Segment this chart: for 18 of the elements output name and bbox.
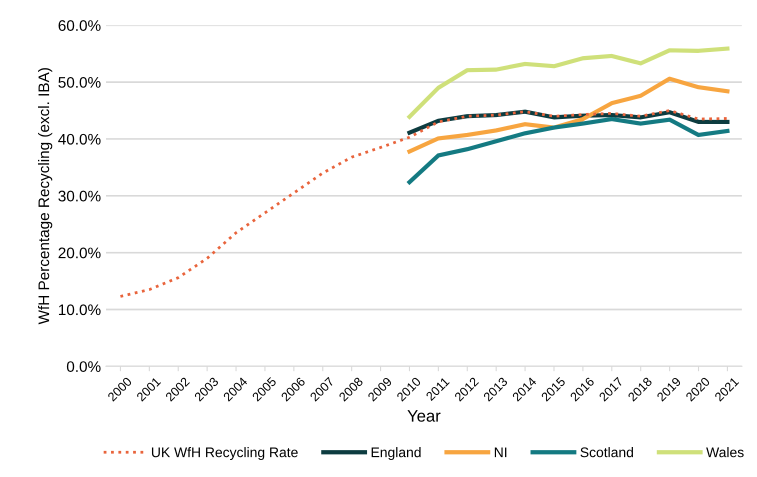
legend-label: England xyxy=(372,447,421,460)
line-series xyxy=(407,76,730,154)
legend-label: Wales xyxy=(706,447,744,458)
y-tick-label: 0.0% xyxy=(66,361,101,372)
line-series xyxy=(119,109,729,298)
line-series xyxy=(407,46,730,119)
y-tick-label: 10.0% xyxy=(58,304,101,316)
y-axis-title: WfH Percentage Recycling (excl. IBA) xyxy=(38,68,52,324)
y-tick-label: 50.0% xyxy=(58,76,101,88)
legend-label: NI xyxy=(494,448,506,458)
legend-label: Scotland xyxy=(580,447,633,458)
line-series xyxy=(407,116,730,184)
y-tick-label: 20.0% xyxy=(58,248,101,258)
y-tick-label: 40.0% xyxy=(58,134,101,145)
x-axis-title: Year xyxy=(407,410,440,422)
y-tick-label: 60.0% xyxy=(58,20,101,31)
legend-label: UK WfH Recycling Rate xyxy=(152,447,298,460)
y-tick-label: 30.0% xyxy=(58,190,101,202)
